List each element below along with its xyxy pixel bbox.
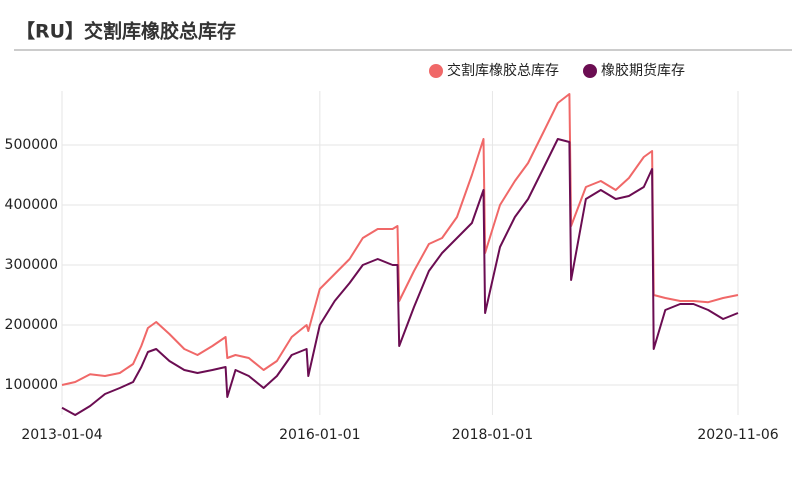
y-tick-label: 100000 — [5, 377, 58, 393]
x-tick-label: 2018-01-01 — [452, 427, 533, 443]
x-tick-label: 2013-01-04 — [21, 427, 102, 443]
chart-title: 【RU】交割库橡胶总库存 — [16, 20, 236, 43]
y-tick-label: 300000 — [5, 257, 58, 273]
legend-marker[interactable] — [429, 64, 443, 78]
y-tick-label: 500000 — [5, 137, 58, 153]
legend-label[interactable]: 交割库橡胶总库存 — [447, 62, 559, 79]
series-line — [61, 93, 739, 386]
legend-label[interactable]: 橡胶期货库存 — [601, 62, 685, 79]
series-line — [61, 138, 739, 416]
x-tick-label: 2016-01-01 — [279, 427, 360, 443]
y-tick-label: 200000 — [5, 317, 58, 333]
x-tick-label: 2020-11-06 — [697, 427, 778, 443]
legend-marker[interactable] — [583, 64, 597, 78]
y-tick-label: 400000 — [5, 197, 58, 213]
